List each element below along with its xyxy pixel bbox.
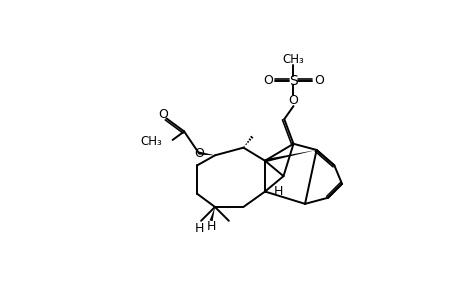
Text: O: O (158, 108, 168, 121)
Text: H: H (206, 220, 215, 233)
Text: O: O (313, 74, 323, 87)
Text: H: H (195, 222, 204, 235)
Text: CH₃: CH₃ (282, 53, 304, 66)
Text: CH₃: CH₃ (140, 135, 162, 148)
Text: O: O (193, 146, 203, 160)
Text: O: O (263, 74, 273, 87)
Polygon shape (209, 207, 214, 221)
Text: H: H (274, 185, 283, 198)
Text: S: S (289, 74, 297, 88)
Polygon shape (264, 150, 316, 162)
Polygon shape (198, 152, 214, 155)
Text: O: O (288, 94, 298, 107)
